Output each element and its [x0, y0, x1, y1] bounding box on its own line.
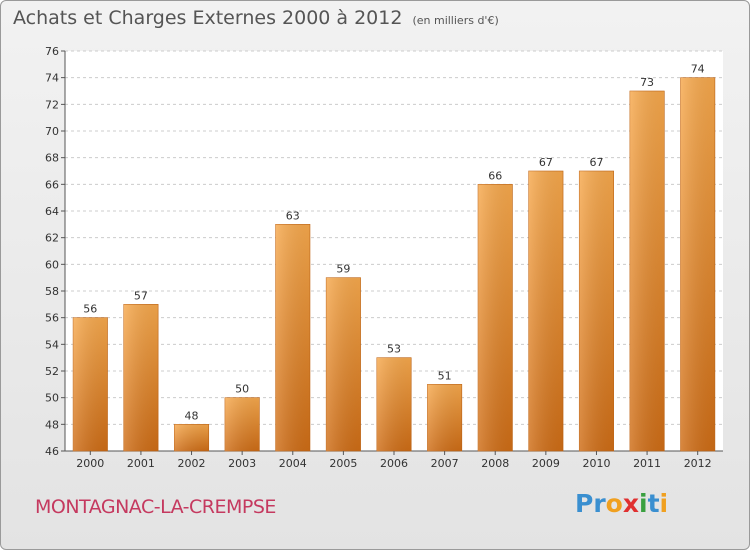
bar-shade	[275, 224, 310, 451]
y-tick-label: 58	[45, 285, 59, 298]
logo-letter: x	[622, 489, 639, 518]
data-label: 53	[387, 343, 401, 356]
data-label: 63	[286, 209, 300, 222]
x-tick-label: 2011	[633, 457, 661, 470]
y-tick-label: 48	[45, 418, 59, 431]
data-label: 66	[488, 169, 502, 182]
x-tick-label: 2000	[76, 457, 104, 470]
x-tick-label: 2002	[178, 457, 206, 470]
y-tick-label: 54	[45, 338, 59, 351]
logo-letter: i	[639, 489, 648, 518]
y-tick-label: 64	[45, 205, 59, 218]
bar-shade	[376, 357, 412, 451]
y-tick-label: 72	[45, 98, 59, 111]
commune-name: MONTAGNAC-LA-CREMPSE	[35, 496, 276, 518]
proxiti-logo[interactable]: Proxiti	[575, 489, 668, 518]
x-tick-label: 2012	[684, 457, 712, 470]
logo-letter: P	[575, 489, 594, 518]
y-tick-label: 62	[45, 232, 59, 245]
logo-letter: r	[593, 489, 606, 518]
data-label: 57	[134, 289, 148, 302]
bar-shade	[528, 171, 564, 451]
logo-letter: o	[605, 489, 623, 518]
y-tick-label: 66	[45, 178, 59, 191]
y-tick-label: 50	[45, 392, 59, 405]
logo-letter: i	[659, 489, 669, 518]
data-label: 50	[235, 383, 249, 396]
bar-shade	[224, 397, 260, 451]
data-label: 48	[185, 409, 199, 422]
chart-subtitle: (en milliers d'€)	[412, 14, 499, 27]
data-label: 67	[539, 156, 553, 169]
bar-shade	[629, 91, 665, 451]
x-tick-label: 2007	[431, 457, 459, 470]
x-tick-label: 2004	[279, 457, 307, 470]
bar-shade	[478, 184, 513, 452]
y-tick-label: 60	[45, 258, 59, 271]
x-tick-label: 2010	[582, 457, 610, 470]
y-tick-label: 46	[45, 445, 59, 458]
bar-shade	[73, 317, 108, 451]
y-tick-label: 74	[45, 72, 59, 85]
logo-letter: t	[647, 489, 660, 518]
bar-shade	[579, 171, 614, 451]
y-tick-label: 70	[45, 125, 59, 138]
x-tick-label: 2006	[380, 457, 408, 470]
bar-shade	[123, 304, 159, 451]
x-tick-label: 2005	[329, 457, 357, 470]
data-label: 67	[589, 156, 603, 169]
y-tick-label: 56	[45, 312, 59, 325]
bar-shade	[680, 77, 715, 452]
y-tick-label: 76	[45, 45, 59, 58]
y-tick-label: 52	[45, 365, 59, 378]
bar-shade	[174, 424, 209, 451]
chart-title: Achats et Charges Externes 2000 à 2012	[13, 7, 403, 29]
data-label: 56	[83, 303, 97, 316]
x-tick-label: 2009	[532, 457, 560, 470]
data-label: 59	[336, 263, 350, 276]
y-tick-label: 68	[45, 152, 59, 165]
data-label: 73	[640, 76, 654, 89]
title-row: Achats et Charges Externes 2000 à 2012 (e…	[13, 7, 499, 29]
x-tick-label: 2003	[228, 457, 256, 470]
x-tick-label: 2008	[481, 457, 509, 470]
data-label: 51	[438, 369, 452, 382]
data-label: 74	[691, 63, 705, 76]
bar-shade	[326, 277, 361, 451]
bar-shade	[427, 384, 462, 451]
x-tick-label: 2001	[127, 457, 155, 470]
